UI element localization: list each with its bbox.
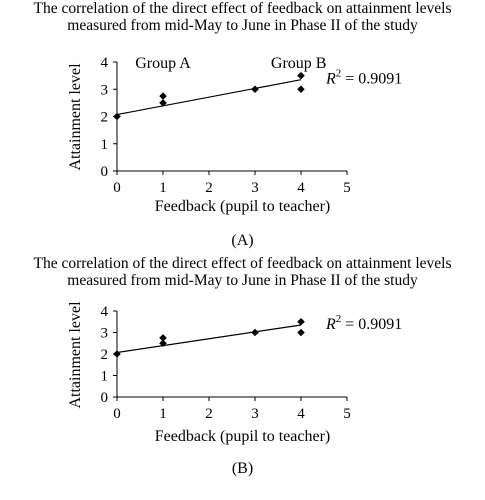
data-point — [113, 112, 121, 121]
y-tick-label: 3 — [101, 82, 109, 98]
data-point — [159, 334, 167, 342]
data-point — [251, 328, 259, 337]
group-annotation: Group A — [135, 55, 191, 72]
chart-title-line-2: measured from mid-May to June in Phase I… — [67, 272, 418, 289]
y-tick-label: 4 — [101, 55, 109, 71]
r-squared-label: R2 = 0.9091 — [325, 313, 402, 333]
chart-panel-b: The correlation of the direct effect of … — [0, 255, 485, 500]
y-tick-label: 0 — [101, 390, 109, 406]
x-axis-label: Feedback (pupil to teacher) — [154, 428, 331, 445]
trendline — [116, 79, 302, 116]
x-tick-label: 4 — [297, 406, 305, 422]
x-tick-label: 2 — [205, 406, 213, 422]
x-tick-label: 0 — [113, 180, 121, 196]
r-squared-label: R2 = 0.9091 — [325, 67, 402, 87]
y-axis-label: Attainment level — [67, 63, 84, 171]
x-axis-label: Feedback (pupil to teacher) — [154, 198, 331, 215]
y-tick-label: 3 — [101, 326, 109, 342]
data-point — [159, 339, 167, 348]
figure-caption: (A) — [231, 232, 254, 249]
x-tick-label: 3 — [251, 406, 259, 422]
data-point — [297, 328, 305, 337]
data-point — [297, 317, 305, 326]
data-point — [113, 350, 121, 358]
scatter-plot: 0 1 2 3 4 5 0 1 2 3 4 Attainment level R2 = 0.9091 — [67, 301, 402, 422]
x-tick-label: 0 — [113, 406, 121, 422]
y-axis-label: Attainment level — [67, 301, 84, 409]
data-point — [297, 71, 305, 80]
x-tick-label: 5 — [343, 180, 351, 196]
chart-title: The correlation of the direct effect of … — [0, 0, 485, 34]
trendline — [116, 324, 302, 354]
y-tick-label: 0 — [101, 164, 109, 180]
y-tick-label: 2 — [101, 347, 109, 363]
x-tick-label: 3 — [251, 180, 259, 196]
chart-title-line-1: The correlation of the direct effect of … — [33, 255, 452, 272]
x-tick-label: 1 — [159, 180, 167, 196]
group-annotation: Group B — [271, 55, 327, 72]
data-point — [159, 92, 167, 100]
chart-title-line-2: measured from mid-May to June in Phase I… — [67, 17, 418, 34]
figure-caption: (B) — [231, 460, 254, 477]
y-tick-label: 2 — [101, 110, 109, 126]
x-tick-label: 2 — [205, 180, 213, 196]
data-point — [251, 85, 259, 94]
x-tick-label: 1 — [159, 406, 167, 422]
chart-panel-a: The correlation of the direct effect of … — [0, 0, 485, 249]
chart-title: The correlation of the direct effect of … — [0, 255, 485, 289]
chart-title-line-1: The correlation of the direct effect of … — [33, 0, 452, 17]
x-tick-label: 5 — [343, 406, 351, 422]
y-tick-label: 4 — [101, 304, 109, 320]
y-tick-label: 1 — [101, 369, 109, 385]
y-tick-label: 1 — [101, 137, 109, 153]
data-point — [159, 99, 167, 107]
x-tick-label: 4 — [297, 180, 305, 196]
data-point — [297, 85, 305, 94]
